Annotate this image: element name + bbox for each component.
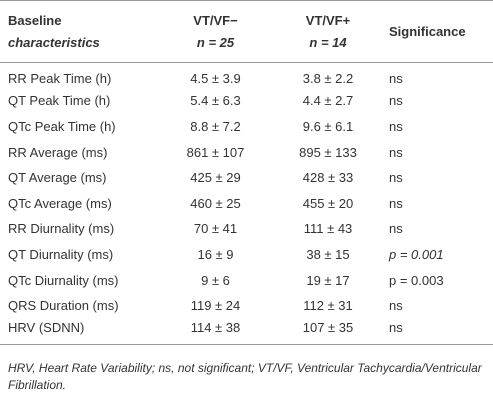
table-row: QTc Diurnality (ms) 9 ± 6 19 ± 17 p = 0.003 xyxy=(0,267,493,293)
table-cell: p = 0.001 xyxy=(389,246,444,262)
table-row: QT Peak Time (h) 5.4 ± 6.3 4.4 ± 2.7 ns xyxy=(0,88,493,114)
table-row: HRV (SDNN) 114 ± 38 107 ± 35 ns xyxy=(0,318,493,345)
table-header: Baseline characteristics VT/VF− n = 25 VT/VF… xyxy=(0,0,493,63)
header-line: characteristics xyxy=(8,34,100,50)
table-row: QRS Duration (ms) 119 ± 24 112 ± 31 ns xyxy=(0,293,493,319)
header-line: n = 14 xyxy=(309,34,347,50)
table-cell: QT Average (ms) xyxy=(8,170,107,186)
table-cell: QTc Average (ms) xyxy=(8,195,112,211)
table-row: RR Diurnality (ms) 70 ± 41 111 ± 43 ns xyxy=(0,216,493,242)
footnote: HRV, Heart Rate Variability; ns, not sig… xyxy=(8,361,482,392)
table-body: RR Peak Time (h) 4.5 ± 3.9 3.8 ± 2.2 ns QT P… xyxy=(0,63,493,345)
table-cell: 19 ± 17 xyxy=(306,272,350,288)
header-cell: Significance xyxy=(383,1,493,63)
table-cell: 114 ± 38 xyxy=(190,320,241,336)
table-cell: 425 ± 29 xyxy=(190,170,241,186)
table-cell: 9 ± 6 xyxy=(201,272,230,288)
table-cell: QTc Peak Time (h) xyxy=(8,118,116,134)
table-cell: 861 ± 107 xyxy=(186,144,245,160)
table-cell: 111 ± 43 xyxy=(303,221,353,237)
table-row: RR Peak Time (h) 4.5 ± 3.9 3.8 ± 2.2 ns xyxy=(0,63,493,89)
table-cell: 4.5 ± 3.9 xyxy=(190,71,241,87)
table-cell: QT Peak Time (h) xyxy=(8,93,111,109)
table-cell: RR Average (ms) xyxy=(8,144,108,160)
table: Baseline characteristics VT/VF− n = 25 VT/VF… xyxy=(0,0,493,345)
table-row: QTc Average (ms) 460 ± 25 455 ± 20 ns xyxy=(0,190,493,216)
table-cell: 70 ± 41 xyxy=(193,221,238,237)
table-cell: 119 ± 24 xyxy=(190,298,241,314)
table-row: QT Diurnality (ms) 16 ± 9 38 ± 15 p = 0.001 xyxy=(0,242,493,268)
table-cell: ns xyxy=(389,320,403,336)
table-cell: 4.4 ± 2.7 xyxy=(302,93,354,109)
table-row: QT Average (ms) 425 ± 29 428 ± 33 ns xyxy=(0,165,493,191)
header-line: n = 25 xyxy=(196,34,235,50)
table-cell: 107 ± 35 xyxy=(302,320,354,336)
header-line: Baseline xyxy=(8,12,62,28)
table-cell: 460 ± 25 xyxy=(190,195,241,211)
table-cell: 112 ± 31 xyxy=(303,298,353,314)
table-cell: QTc Diurnality (ms) xyxy=(8,272,119,288)
table-cell: ns xyxy=(389,118,403,134)
table-row: RR Average (ms) 861 ± 107 895 ± 133 ns xyxy=(0,139,493,165)
table-cell: 9.6 ± 6.1 xyxy=(302,118,354,134)
table-cell: RR Diurnality (ms) xyxy=(8,221,115,237)
header-cell: VT/VF− n = 25 xyxy=(158,1,273,63)
table-cell: 38 ± 15 xyxy=(306,246,350,262)
header-line: VT/VF− xyxy=(193,12,238,28)
table-cell: ns xyxy=(389,170,403,186)
header-line: VT/VF+ xyxy=(305,12,351,28)
table-cell: 3.8 ± 2.2 xyxy=(302,71,354,87)
table-cell: ns xyxy=(389,144,403,160)
table-cell: ns xyxy=(389,221,403,237)
table-cell: ns xyxy=(389,71,403,87)
header-cell: VT/VF+ n = 14 xyxy=(273,1,383,63)
header-line: Significance xyxy=(389,23,466,39)
table-cell: 428 ± 33 xyxy=(302,170,354,186)
table-cell: QT Diurnality (ms) xyxy=(8,246,114,262)
table-cell: 455 ± 20 xyxy=(302,195,354,211)
table-cell: QRS Duration (ms) xyxy=(8,298,119,314)
table-cell: 5.4 ± 6.3 xyxy=(190,93,241,109)
header-row: Baseline characteristics VT/VF− n = 25 VT/VF… xyxy=(0,0,493,63)
table-cell: ns xyxy=(389,195,403,211)
table-cell: p = 0.003 xyxy=(389,272,444,288)
table-row: QTc Peak Time (h) 8.8 ± 7.2 9.6 ± 6.1 ns xyxy=(0,114,493,140)
header-cell: Baseline characteristics xyxy=(0,1,158,63)
table-cell: RR Peak Time (h) xyxy=(8,71,112,87)
table-cell: 895 ± 133 xyxy=(299,144,357,160)
table-cell: 8.8 ± 7.2 xyxy=(190,118,241,134)
table-cell: HRV (SDNN) xyxy=(8,320,85,336)
table-cell: ns xyxy=(389,93,403,109)
table-cell: 16 ± 9 xyxy=(197,246,234,262)
table-cell: ns xyxy=(389,298,403,314)
